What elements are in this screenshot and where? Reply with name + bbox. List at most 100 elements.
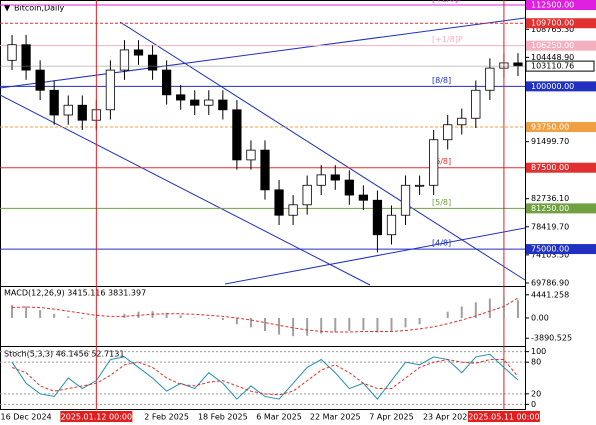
macd-bar (264, 317, 266, 331)
y-tick-label: 74103.50 (531, 250, 569, 259)
macd-bar (376, 317, 379, 333)
macd-bar (137, 311, 140, 318)
macd-bar (362, 317, 365, 331)
y-tick-label: 0.00 (531, 313, 549, 322)
level-tag: 112500.00 (531, 1, 574, 10)
macd-title: MACD(12,26,9) 3415.116 3831.397 (4, 289, 146, 298)
candle-body (49, 89, 59, 116)
level-label: [5/8] (432, 198, 451, 207)
level-label: [+1/8]P (432, 35, 463, 44)
y-tick-label: 0 (531, 400, 536, 409)
macd-bar (95, 317, 98, 321)
candle-body (471, 89, 481, 119)
candle-body (274, 189, 284, 216)
candle-body (288, 204, 298, 216)
y-tick-label: 104448.90 (531, 53, 574, 62)
candle-body (190, 99, 200, 106)
candle-body (246, 149, 256, 161)
x-tick-label: 7 Apr 2025 (369, 413, 413, 422)
macd-bar (25, 306, 28, 318)
level-tag: 87500.00 (531, 163, 569, 172)
y-tick-label: -3890.525 (531, 334, 572, 343)
candle-body (204, 99, 214, 106)
y-tick-label: 82736.10 (531, 194, 569, 203)
y-tick-label: 80 (531, 358, 541, 367)
macd-bar (320, 317, 323, 334)
macd-bar (418, 317, 421, 325)
macd-bar (193, 317, 196, 318)
macd-bar (235, 317, 238, 325)
stoch-title: Stoch(5,3,3) 46.1456 52.7131 (4, 350, 124, 359)
candle-body (232, 109, 242, 161)
chart-title: Bitcoin,Daily (14, 4, 64, 13)
candle-body (147, 54, 158, 71)
price-tag-bg (525, 60, 595, 72)
candle-body (218, 99, 228, 111)
macd-bar (502, 296, 505, 318)
x-tick-label: 18 Feb 2025 (198, 413, 248, 422)
level-label: [+2/8]P (432, 0, 463, 4)
candle-body (330, 174, 340, 181)
candle-body (429, 139, 439, 186)
stoch-line (11, 359, 519, 396)
level-tag: 106250.00 (531, 41, 574, 50)
y-tick-label: 20 (531, 389, 541, 398)
y-tick-label: 108765.30 (531, 25, 574, 34)
candle-body (162, 69, 172, 96)
x-tick-label: 2 Feb 2025 (144, 413, 189, 422)
macd-bar (39, 310, 42, 318)
level-tag: 75000.00 (531, 245, 569, 254)
level-label: [6/8] (432, 157, 451, 166)
y-tick-label: 91499.70 (531, 137, 569, 146)
candle-body (21, 44, 31, 71)
candle-body (176, 94, 186, 101)
stoch-line (11, 353, 519, 400)
macd-bar (488, 298, 491, 318)
macd-bar (179, 315, 182, 318)
date-tag-bg (60, 411, 133, 422)
candle-body (316, 174, 326, 186)
candle-body (105, 69, 116, 111)
macd-bar (81, 317, 84, 319)
level-tag: 100000.00 (531, 82, 574, 91)
macd-bar (516, 300, 519, 318)
level-label: [8/8] (432, 76, 451, 85)
y-tick-label: 4441.258 (531, 290, 569, 299)
level-label: [4/8] (432, 239, 451, 248)
x-tick-label: 16 Dec 2024 (1, 413, 52, 422)
candle-body (35, 69, 45, 91)
candle-body (358, 194, 368, 201)
level-tag: 81250.00 (531, 204, 569, 213)
macd-bar (165, 312, 168, 318)
price-tag: 103110.76 (531, 62, 574, 71)
macd-bar (221, 317, 224, 321)
level-tag-bg (526, 162, 596, 173)
date-tag-bg (467, 411, 540, 422)
candle-body (63, 104, 73, 116)
trend-line (0, 17, 526, 89)
x-tick-label: 6 Mar 2025 (256, 413, 302, 422)
level-tag-bg (526, 40, 596, 51)
candle-body (7, 44, 17, 61)
plot-frame (0, 0, 526, 410)
candle-body (260, 149, 270, 191)
macd-bar (249, 317, 252, 328)
macd-bar (53, 313, 56, 318)
macd-bar (11, 304, 14, 318)
candle-body (119, 49, 130, 71)
candle-body (513, 62, 523, 67)
trend-line (119, 21, 526, 281)
macd-bar (207, 317, 210, 319)
candle-body (133, 49, 144, 56)
level-tag-bg (526, 81, 596, 92)
x-tick-label: 22 Mar 2025 (310, 413, 361, 422)
macd-bar (334, 317, 337, 333)
trend-line (224, 227, 526, 285)
candle-body (77, 104, 87, 121)
macd-bar (460, 306, 463, 318)
title-icon: ▼ (4, 4, 11, 13)
y-tick-label: 100 (531, 347, 546, 356)
level-tag: 109700.00 (531, 19, 574, 28)
